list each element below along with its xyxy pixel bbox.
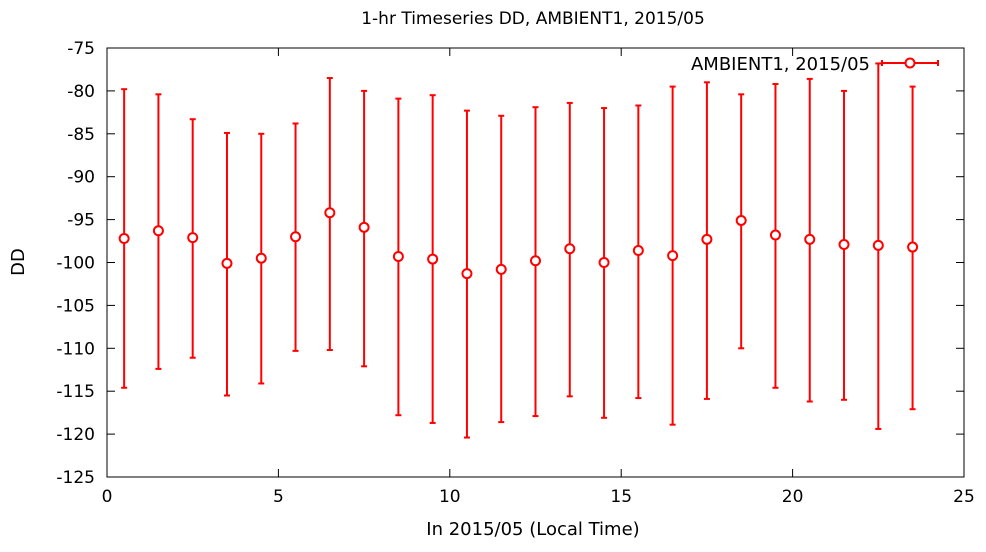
data-point-4 [255,132,267,385]
legend-sample [881,57,939,69]
data-point-9 [427,94,439,424]
point-marker [324,207,336,219]
x-axis-title: In 2015/05 (Local Time) [426,519,639,540]
y-tick-label: -80 [67,82,95,102]
data-point-7 [358,89,370,368]
point-marker [872,239,884,251]
data-point-0 [118,88,130,389]
point-marker [632,244,644,256]
data-point-11 [495,114,507,424]
data-point-6 [324,77,336,352]
point-marker [221,257,233,269]
point-marker [735,214,747,226]
point-marker [907,241,919,253]
data-point-12 [530,106,541,418]
data-point-18 [735,93,747,350]
point-marker [152,225,164,237]
point-marker [838,238,850,250]
chart-title: 1-hr Timeseries DD, AMBIENT1, 2015/05 [361,9,705,29]
y-tick-label: -90 [67,168,95,188]
y-axis-title: DD [8,248,29,276]
legend-label: AMBIENT1, 2015/05 [691,54,870,75]
point-marker [290,231,302,243]
y-tick-label: -115 [56,382,95,402]
legend-marker [904,57,916,69]
point-marker [461,268,473,280]
y-tick-label: -75 [67,39,95,59]
data-point-13 [564,101,576,398]
data-point-17 [701,81,713,400]
y-tick-label: -110 [56,339,95,359]
legend: AMBIENT1, 2015/05 [691,54,939,75]
data-point-3 [221,131,233,397]
data-point-14 [598,107,610,419]
y-tick-label: -85 [67,125,95,145]
point-marker [564,243,576,255]
point-marker [701,233,713,245]
x-tick-label: 5 [273,487,284,507]
data-point-15 [632,104,644,400]
point-marker [255,252,267,264]
x-tick-label: 10 [439,487,461,507]
data-point-10 [461,109,473,439]
point-marker [392,250,404,262]
data-point-2 [187,118,199,359]
point-marker [530,255,541,267]
series-ambient1 [118,62,919,439]
data-point-22 [872,62,884,430]
data-point-8 [392,97,404,417]
y-tick-label: -120 [56,425,95,445]
x-tick-label: 15 [610,487,632,507]
data-point-21 [838,89,850,401]
data-point-1 [152,93,164,370]
y-tick-label: -100 [56,254,95,274]
point-marker [667,250,679,262]
data-point-16 [667,85,679,426]
point-marker [427,253,439,265]
point-marker [495,263,507,275]
y-tick-labels: -75 -80 -85 -90 -95 -100 -105 -110 -115 -120 -125 [56,39,95,488]
data-point-19 [769,83,781,389]
data-point-20 [804,77,816,403]
x-tick-labels: 0 5 10 15 20 25 [102,487,975,507]
point-marker [187,232,199,244]
x-tick-label: 20 [782,487,804,507]
point-marker [598,257,610,268]
x-tick-label: 25 [953,487,975,507]
y-tick-label: -95 [67,211,95,231]
y-tick-label: -105 [56,296,95,316]
axis-ticks [106,47,965,478]
point-marker [804,233,816,245]
point-marker [358,221,370,233]
data-point-23 [907,85,919,411]
y-tick-label: -125 [56,468,95,488]
x-tick-label: 0 [102,487,113,507]
data-point-5 [290,122,302,352]
point-marker [769,229,781,241]
point-marker [118,232,130,244]
